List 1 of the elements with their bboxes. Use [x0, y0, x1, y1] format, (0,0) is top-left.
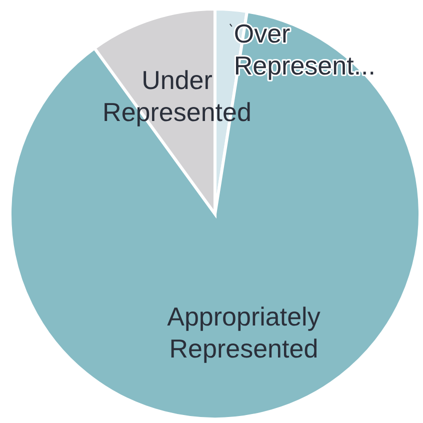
slice-label: Appropriately Represented — [167, 301, 320, 364]
